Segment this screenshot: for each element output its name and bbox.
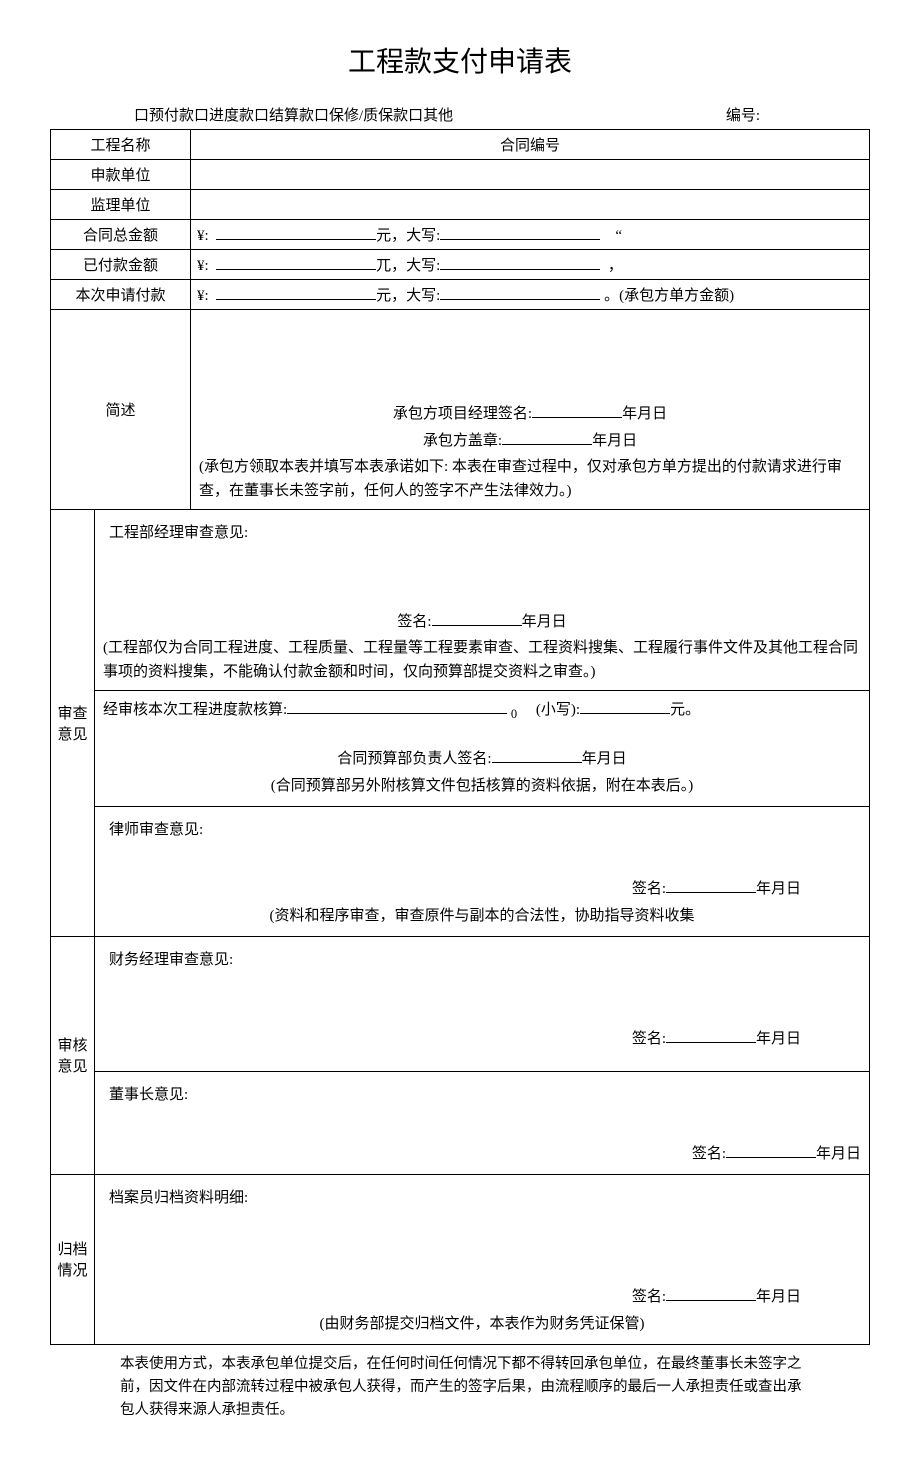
brief-note: (承包方领取本表并填写本表承诺如下: 本表在审查过程中，仅对承包方单方提出的付款… [199,455,861,503]
paid-amount-label: 已付款金额 [51,250,191,280]
archive-head: 档案员归档资料明细: [103,1181,861,1214]
budget-signature-line: 合同预算部负责人签名:年月日 [103,746,861,773]
serial-number-label: 编号: [726,104,760,125]
period-mark: 。 [604,288,619,304]
chairman-approve-row: 董事长意见: 签名:年月日 [51,1071,870,1174]
applicant-label: 申款单位 [51,160,191,190]
archive-signature-line: 签名:年月日 [103,1284,861,1311]
budget-note: (合同预算部另外附核算文件包括核算的资料依据，附在本表后。) [103,773,861,800]
paid-amount-row: 已付款金额 ¥: 兀，大写: ， [51,250,870,280]
chairman-signature-line: 签名:年月日 [103,1141,861,1168]
footer-note: 本表使用方式，本表承包单位提交后，在任何时间任何情况下都不得转回承包单位，在最终… [50,1345,870,1423]
eng-review-cell[interactable]: 工程部经理审查意见: 签名:年月日 (工程部仅为合同工程进度、工程质量、工程量等… [95,510,870,691]
paid-amount-value[interactable]: ¥: 兀，大写: ， [191,250,870,280]
total-amount-value[interactable]: ¥: 元，大写: “ [191,220,870,250]
applicant-row: 申款单位 [51,160,870,190]
eng-signature-line: 签名:年月日 [103,609,861,636]
archive-row: 归档情况 档案员归档资料明细: 签名:年月日 (由财务部提交归档文件，本表作为财… [51,1174,870,1344]
supervisor-label: 监理单位 [51,190,191,220]
seal-line: 承包方盖章:年月日 [199,428,861,455]
header-row: 口预付款口进度款口结算款口保修/质保款口其他 编号: [50,104,870,125]
unit-upper: 元，大写: [376,288,440,304]
currency-prefix: ¥: [197,228,209,244]
finance-approve-row: 审核意见 财务经理审查意见: 签名:年月日 [51,936,870,1071]
archive-cell[interactable]: 档案员归档资料明细: 签名:年月日 (由财务部提交归档文件，本表作为财务凭证保管… [95,1174,870,1344]
this-apply-label: 本次申请付款 [51,280,191,310]
chairman-approve-cell[interactable]: 董事长意见: 签名:年月日 [95,1071,870,1174]
application-form-table: 工程名称 合同编号 申款单位 监理单位 合同总金额 ¥: 元，大写: “ 已付款… [50,129,870,1345]
currency-prefix: ¥: [197,258,209,274]
budget-review-row: 经审核本次工程进度款核算: 0 (小写):元。 合同预算部负责人签名:年月日 (… [51,691,870,807]
total-amount-label: 合同总金额 [51,220,191,250]
finance-approve-cell[interactable]: 财务经理审查意见: 签名:年月日 [95,936,870,1071]
project-name-row: 工程名称 合同编号 [51,130,870,160]
project-name-label: 工程名称 [51,130,191,160]
supervisor-value[interactable] [191,190,870,220]
lawyer-review-head: 律师审查意见: [103,813,861,846]
budget-calc-line: 经审核本次工程进度款核算: 0 (小写):元。 [103,697,861,726]
lawyer-review-cell[interactable]: 律师审查意见: 签名:年月日 (资料和程序审查，审查原件与副本的合法性，协助指导… [95,806,870,936]
lawyer-note: (资料和程序审查，审查原件与副本的合法性，协助指导资料收集 [103,903,861,930]
comma-mark: ， [608,258,623,274]
unit-upper: 兀，大写: [376,258,440,274]
brief-content-cell[interactable]: 承包方项目经理签名:年月日 承包方盖章:年月日 (承包方领取本表并填写本表承诺如… [191,310,870,510]
lawyer-review-row: 律师审查意见: 签名:年月日 (资料和程序审查，审查原件与副本的合法性，协助指导… [51,806,870,936]
eng-review-row: 审查意见 工程部经理审查意见: 签名:年月日 (工程部仅为合同工程进度、工程质量… [51,510,870,691]
archive-note: (由财务部提交归档文件，本表作为财务凭证保管) [103,1311,861,1338]
page-title: 工程款支付申请表 [50,40,870,80]
contractor-note: (承包方单方金额) [619,288,734,304]
budget-review-cell[interactable]: 经审核本次工程进度款核算: 0 (小写):元。 合同预算部负责人签名:年月日 (… [95,691,870,807]
lawyer-signature-line: 签名:年月日 [103,876,861,903]
currency-prefix: ¥: [197,288,209,304]
brief-label: 简述 [51,310,191,510]
approve-label: 审核意见 [51,936,95,1174]
pm-signature-line: 承包方项目经理签名:年月日 [199,401,861,428]
finance-signature-line: 签名:年月日 [103,1026,861,1053]
contract-no-label: 合同编号 [191,130,870,160]
eng-note: (工程部仅为合同工程进度、工程质量、工程量等工程要素审查、工程资料搜集、工程履行… [103,636,861,684]
total-amount-row: 合同总金额 ¥: 元，大写: “ [51,220,870,250]
chairman-head: 董事长意见: [103,1078,861,1111]
brief-row: 简述 承包方项目经理签名:年月日 承包方盖章:年月日 (承包方领取本表并填写本表… [51,310,870,510]
eng-review-head: 工程部经理审查意见: [103,516,861,549]
review-label: 审查意见 [51,510,95,937]
finance-head: 财务经理审查意见: [103,943,861,976]
unit-upper: 元，大写: [376,228,440,244]
quote-mark: “ [615,228,622,244]
supervisor-row: 监理单位 [51,190,870,220]
this-apply-value[interactable]: ¥: 元，大写: 。(承包方单方金额) [191,280,870,310]
archive-label: 归档情况 [51,1174,95,1344]
this-apply-row: 本次申请付款 ¥: 元，大写: 。(承包方单方金额) [51,280,870,310]
applicant-value[interactable] [191,160,870,190]
